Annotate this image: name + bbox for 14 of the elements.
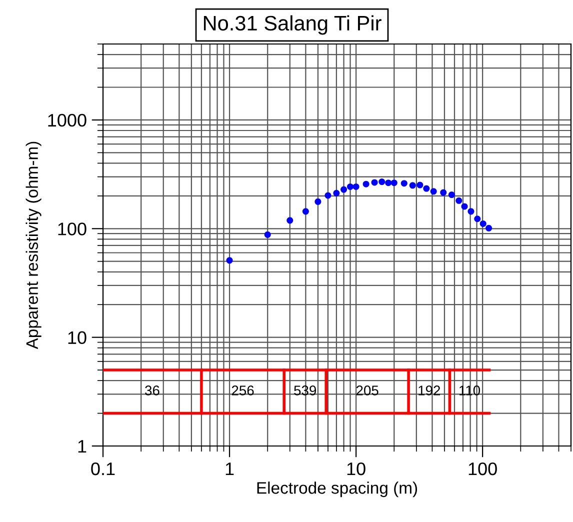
y-tick-label: 1000 <box>48 114 86 127</box>
x-tick-label: 100 <box>468 462 497 476</box>
chart-title: No.31 Salang Ti Pir <box>204 15 382 35</box>
y-tick-label: 10 <box>68 331 86 344</box>
annotation: 36 <box>145 386 160 396</box>
y-tick-label: 100 <box>58 222 86 236</box>
x-tick-label: 10 <box>347 462 366 476</box>
annotation: 256 <box>232 386 254 396</box>
annotation: 205 <box>356 386 378 396</box>
x-tick-label: 0.1 <box>91 462 115 476</box>
y-axis-title: Apparent resistivity (ohm-m) <box>26 142 42 350</box>
y-tick-label: 1 <box>78 440 86 453</box>
x-tick-label: 1 <box>226 462 234 476</box>
x-axis-title: Electrode spacing (m) <box>257 482 418 498</box>
